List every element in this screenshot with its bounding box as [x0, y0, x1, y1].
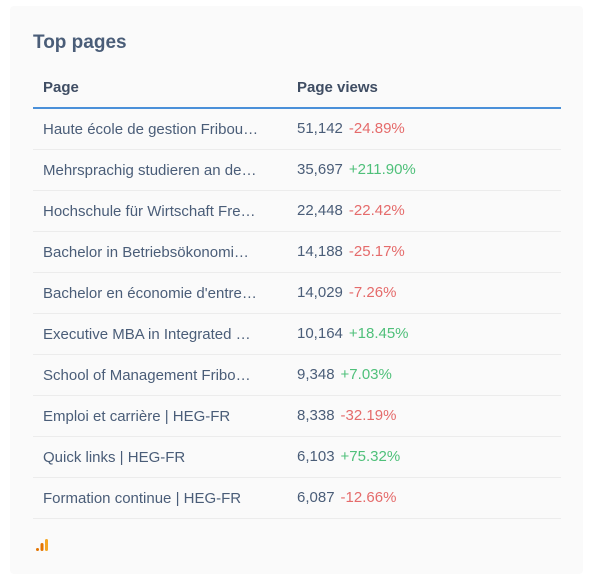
- page-views-value: 22,448: [297, 202, 343, 219]
- page-views-change: +211.90%: [348, 161, 416, 178]
- page-title-cell[interactable]: Haute école de gestion Fribou…: [43, 120, 259, 138]
- page-views-cell: 6,087 -12.66%: [297, 489, 561, 507]
- page-views-cell: 14,029 -7.26%: [297, 284, 561, 302]
- page-views-cell: 14,188 -25.17%: [297, 243, 561, 261]
- page-title-cell[interactable]: Hochschule für Wirtschaft Fre…: [43, 202, 256, 220]
- page-views-value: 6,103: [297, 448, 335, 465]
- table-row[interactable]: School of Management Fribo… 9,348 +7.03%: [33, 355, 561, 396]
- page-views-cell: 9,348 +7.03%: [297, 366, 561, 384]
- page-views-change: -25.17%: [348, 243, 405, 260]
- page-views-cell: 8,338 -32.19%: [297, 407, 561, 425]
- page-views-value: 9,348: [297, 366, 335, 383]
- page-views-value: 14,188: [297, 243, 343, 260]
- table-row[interactable]: Bachelor in Betriebsökonomi… 14,188 -25.17…: [33, 232, 561, 273]
- widget-title: Top pages: [33, 32, 127, 53]
- page-views-change: -32.19%: [340, 407, 397, 424]
- top-pages-widget: Top pages Page Page views Haute école de…: [10, 6, 583, 574]
- table-row[interactable]: Hochschule für Wirtschaft Fre… 22,448 -22.…: [33, 191, 561, 232]
- page-views-change: -7.26%: [348, 284, 397, 301]
- table-header: Page Page views: [33, 68, 561, 109]
- page-views-cell: 10,164 +18.45%: [297, 325, 561, 343]
- table-row[interactable]: Mehrsprachig studieren an de… 35,697 +211.…: [33, 150, 561, 191]
- page-views-cell: 6,103 +75.32%: [297, 448, 561, 466]
- page-title-cell[interactable]: Mehrsprachig studieren an de…: [43, 161, 257, 179]
- table-body: Haute école de gestion Fribou… 51,142 -24.…: [33, 109, 561, 519]
- column-header-page[interactable]: Page: [43, 79, 79, 96]
- table-row[interactable]: Bachelor en économie d'entre… 14,029 -7.26…: [33, 273, 561, 314]
- analytics-icon: [36, 539, 48, 551]
- column-header-page-views[interactable]: Page views: [297, 79, 378, 96]
- page-title-cell[interactable]: Formation continue | HEG-FR: [43, 489, 242, 507]
- table-row[interactable]: Haute école de gestion Fribou… 51,142 -24.…: [33, 109, 561, 150]
- page-views-value: 35,697: [297, 161, 343, 178]
- page-views-cell: 51,142 -24.89%: [297, 120, 561, 138]
- page-views-value: 8,338: [297, 407, 335, 424]
- page-views-value: 14,029: [297, 284, 343, 301]
- table-row[interactable]: Formation continue | HEG-FR 6,087 -12.66%: [33, 478, 561, 519]
- page-title-cell[interactable]: Emploi et carrière | HEG-FR: [43, 407, 231, 425]
- page-views-value: 6,087: [297, 489, 335, 506]
- page-views-change: +75.32%: [340, 448, 401, 465]
- analytics-icon-bar-medium: [40, 543, 44, 551]
- page-views-cell: 35,697 +211.90%: [297, 161, 561, 179]
- table-row[interactable]: Quick links | HEG-FR 6,103 +75.32%: [33, 437, 561, 478]
- page-title-cell[interactable]: Bachelor en économie d'entre…: [43, 284, 257, 302]
- page-views-value: 51,142: [297, 120, 343, 137]
- page-views-cell: 22,448 -22.42%: [297, 202, 561, 220]
- top-pages-table: Page Page views Haute école de gestion F…: [33, 68, 561, 519]
- page-views-value: 10,164: [297, 325, 343, 342]
- page-title-cell[interactable]: School of Management Fribo…: [43, 366, 251, 384]
- page-views-change: -22.42%: [348, 202, 405, 219]
- page-title-cell[interactable]: Executive MBA in Integrated …: [43, 325, 251, 343]
- page-title-cell[interactable]: Bachelor in Betriebsökonomi…: [43, 243, 249, 261]
- analytics-icon-bar-large: [45, 539, 48, 551]
- page-views-change: +18.45%: [348, 325, 409, 342]
- page-title-cell[interactable]: Quick links | HEG-FR: [43, 448, 186, 466]
- analytics-icon-dot: [36, 548, 39, 551]
- table-row[interactable]: Emploi et carrière | HEG-FR 8,338 -32.19%: [33, 396, 561, 437]
- table-row[interactable]: Executive MBA in Integrated … 10,164 +18.4…: [33, 314, 561, 355]
- page-views-change: -12.66%: [340, 489, 397, 506]
- page-views-change: +7.03%: [340, 366, 392, 383]
- page-views-change: -24.89%: [348, 120, 405, 137]
